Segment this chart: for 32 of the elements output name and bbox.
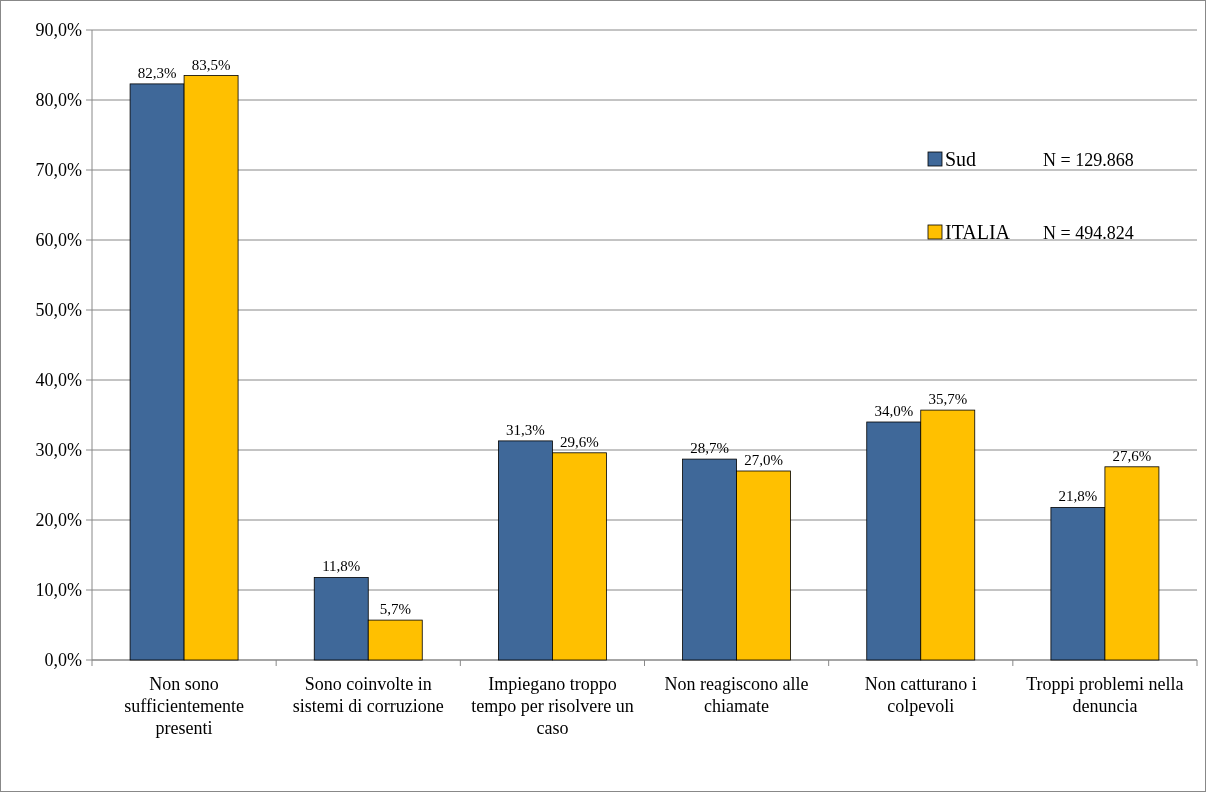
- data-label: 21,8%: [1058, 488, 1098, 505]
- x-tick-label: Non sono sufficientemente presenti: [124, 674, 244, 738]
- y-tick-label: 40,0%: [35, 370, 82, 391]
- annotation: N = 494.824: [1043, 223, 1134, 244]
- legend-label: Sud: [945, 148, 977, 170]
- y-tick-label: 30,0%: [35, 440, 82, 461]
- data-label: 34,0%: [874, 403, 914, 419]
- y-tick-label: 80,0%: [35, 90, 82, 111]
- y-tick-label: 20,0%: [35, 510, 82, 531]
- annotation: N = 129.868: [1043, 150, 1134, 171]
- y-tick-label: 60,0%: [35, 230, 82, 251]
- y-tick-label: 70,0%: [35, 160, 82, 181]
- data-label: 82,3%: [137, 64, 177, 81]
- data-label: 5,7%: [379, 601, 411, 618]
- x-tick-label: Sono coinvolte in sistemi di corruzione: [292, 674, 444, 716]
- data-label: 27,6%: [1112, 447, 1152, 464]
- data-label: 31,3%: [506, 421, 545, 438]
- data-label: 28,7%: [690, 440, 729, 457]
- data-label: 83,5%: [191, 56, 231, 73]
- y-tick-label: 90,0%: [35, 20, 82, 41]
- x-tick-label: Non reagiscono alle chiamate: [664, 674, 809, 716]
- y-tick-label: 0,0%: [44, 650, 82, 671]
- x-tick-label: Troppi problemi nella denuncia: [1026, 674, 1184, 716]
- data-label: 27,0%: [744, 452, 783, 468]
- x-tick-label: Non catturano i colpevoli: [864, 674, 977, 716]
- legend-label: ITALIA: [945, 221, 1011, 243]
- data-label: 35,7%: [928, 391, 968, 408]
- y-tick-label: 10,0%: [35, 580, 82, 601]
- data-label: 11,8%: [322, 558, 361, 575]
- y-tick-label: 50,0%: [35, 300, 82, 321]
- data-label: 29,6%: [560, 433, 599, 450]
- x-tick-label: Impiegano troppo tempo per risolvere un caso: [471, 674, 634, 738]
